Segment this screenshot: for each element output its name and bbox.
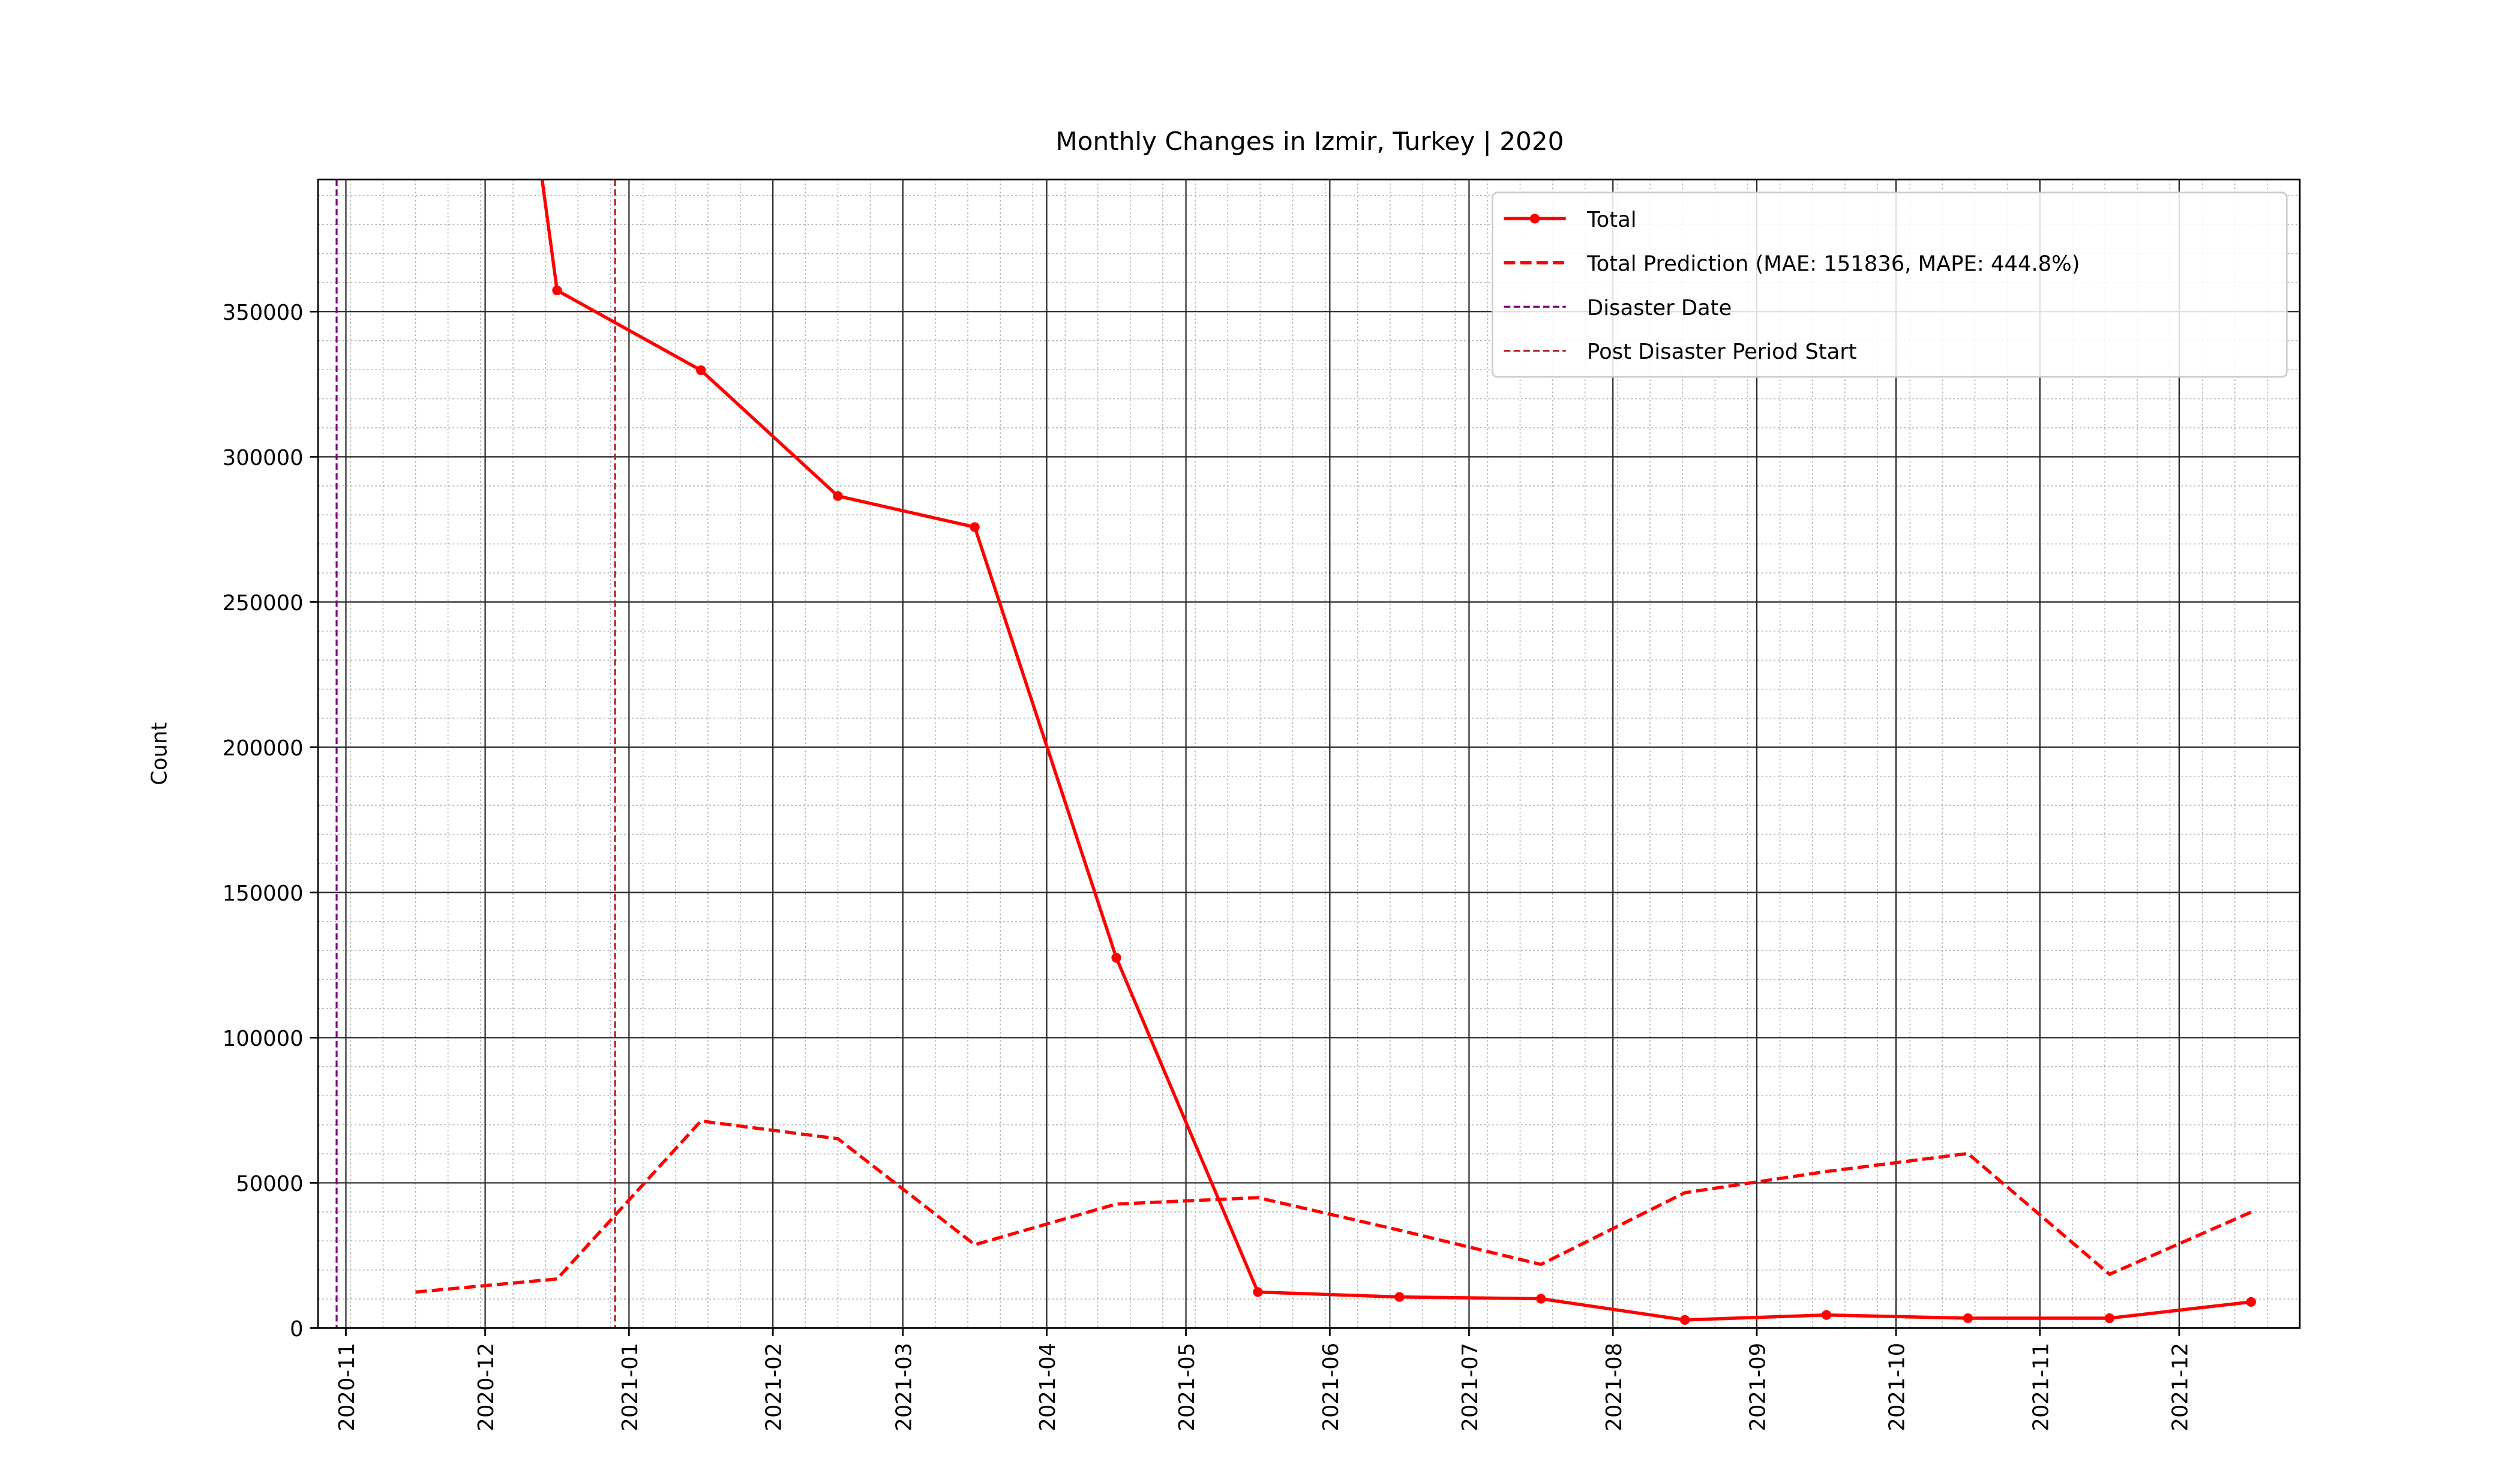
- y-tick-label: 350000: [223, 301, 304, 325]
- x-tick-label: 2021-02: [762, 1343, 787, 1432]
- point: [970, 522, 980, 532]
- chart-title: Monthly Changes in Izmir, Turkey | 2020: [1055, 127, 1564, 156]
- axes: 0 50000 100000 150000 200000 250000 300000 3500…: [223, 301, 2193, 1432]
- legend-label: Disaster Date: [1587, 296, 1732, 320]
- x-tick-label: 2021-03: [892, 1343, 916, 1432]
- x-tick-label: 2021-10: [1885, 1343, 1910, 1432]
- legend-label: Total: [1586, 208, 1637, 232]
- plot-area: [335, 179, 2256, 1328]
- point: [552, 285, 562, 296]
- point: [1821, 1310, 1832, 1320]
- point: [2104, 1313, 2115, 1324]
- y-tick-label: 250000: [223, 591, 304, 616]
- point: [2246, 1297, 2256, 1307]
- legend-label: Post Disaster Period Start: [1587, 340, 1857, 364]
- point: [1111, 953, 1121, 963]
- point: [696, 365, 706, 376]
- y-tick-label: 200000: [223, 736, 304, 761]
- x-tick-label: 2021-06: [1319, 1343, 1343, 1432]
- x-tick-label: 2021-07: [1458, 1343, 1483, 1432]
- point: [1253, 1287, 1263, 1297]
- point: [1963, 1313, 1973, 1324]
- axes-frame: [317, 178, 2301, 1329]
- y-tick-label: 0: [290, 1317, 303, 1342]
- x-tick-label: 2021-09: [1746, 1343, 1771, 1432]
- x-tick-label: 2021-01: [618, 1343, 643, 1432]
- point: [1394, 1292, 1405, 1302]
- x-tick-label: 2021-08: [1602, 1343, 1627, 1432]
- point: [1679, 1315, 1690, 1325]
- point: [833, 491, 843, 501]
- series-line: [415, 1119, 2252, 1294]
- legend-marker: [1529, 214, 1540, 224]
- legend: Total Total Prediction (MAE: 151836, MAPE…: [1492, 191, 2288, 378]
- x-tick-label: 2021-12: [2168, 1343, 2192, 1432]
- y-axis-label: Count: [147, 722, 172, 785]
- legend-label: Total Prediction (MAE: 151836, MAPE: 444…: [1586, 251, 2080, 276]
- point: [1536, 1294, 1546, 1304]
- legend-box: [1492, 191, 2288, 378]
- x-tick-label: 2021-04: [1036, 1343, 1060, 1432]
- y-tick-label: 150000: [223, 881, 304, 906]
- y-tick-label: 100000: [223, 1027, 304, 1051]
- x-tick-label: 2021-05: [1175, 1343, 1199, 1432]
- y-tick-label: 300000: [223, 446, 304, 470]
- x-tick-label: 2021-11: [2029, 1343, 2053, 1432]
- y-tick-label: 50000: [236, 1172, 303, 1196]
- x-tick-label: 2020-12: [474, 1343, 499, 1432]
- series-line: [540, 179, 2252, 1322]
- x-tick-label: 2020-11: [335, 1343, 359, 1432]
